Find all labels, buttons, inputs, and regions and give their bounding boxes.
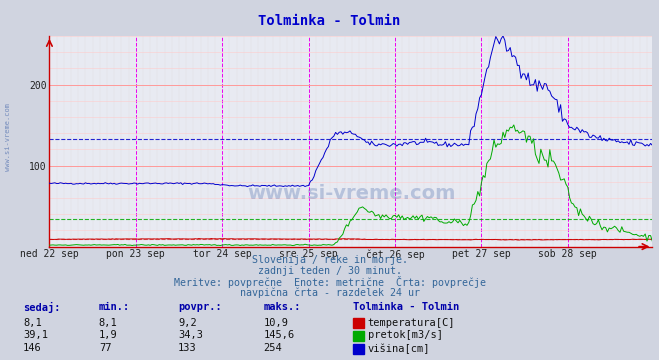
Text: Tolminka - Tolmin: Tolminka - Tolmin bbox=[353, 302, 459, 312]
Text: Slovenija / reke in morje.: Slovenija / reke in morje. bbox=[252, 255, 407, 265]
Text: pretok[m3/s]: pretok[m3/s] bbox=[368, 330, 443, 341]
Text: www.si-vreme.com: www.si-vreme.com bbox=[5, 103, 11, 171]
Text: 34,3: 34,3 bbox=[178, 330, 203, 341]
Text: 1,9: 1,9 bbox=[99, 330, 117, 341]
Text: 77: 77 bbox=[99, 343, 111, 354]
Text: 10,9: 10,9 bbox=[264, 318, 289, 328]
Text: 9,2: 9,2 bbox=[178, 318, 196, 328]
Text: maks.:: maks.: bbox=[264, 302, 301, 312]
Text: navpična črta - razdelek 24 ur: navpična črta - razdelek 24 ur bbox=[239, 287, 420, 298]
Text: 145,6: 145,6 bbox=[264, 330, 295, 341]
Text: 8,1: 8,1 bbox=[99, 318, 117, 328]
Text: povpr.:: povpr.: bbox=[178, 302, 221, 312]
Text: Meritve: povprečne  Enote: metrične  Črta: povprečje: Meritve: povprečne Enote: metrične Črta:… bbox=[173, 276, 486, 288]
Text: sedaj:: sedaj: bbox=[23, 302, 61, 314]
Text: 133: 133 bbox=[178, 343, 196, 354]
Text: 146: 146 bbox=[23, 343, 42, 354]
Text: temperatura[C]: temperatura[C] bbox=[368, 318, 455, 328]
Text: min.:: min.: bbox=[99, 302, 130, 312]
Text: višina[cm]: višina[cm] bbox=[368, 343, 430, 354]
Text: 254: 254 bbox=[264, 343, 282, 354]
Text: zadnji teden / 30 minut.: zadnji teden / 30 minut. bbox=[258, 266, 401, 276]
Text: 39,1: 39,1 bbox=[23, 330, 48, 341]
Text: 8,1: 8,1 bbox=[23, 318, 42, 328]
Text: www.si-vreme.com: www.si-vreme.com bbox=[248, 184, 456, 203]
Text: Tolminka - Tolmin: Tolminka - Tolmin bbox=[258, 14, 401, 28]
